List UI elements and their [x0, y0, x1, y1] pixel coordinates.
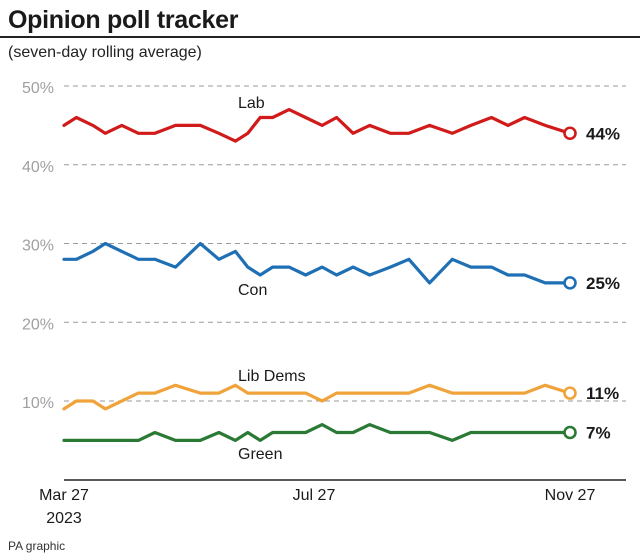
- series-line-green: [62, 423, 572, 442]
- y-tick-label: 40%: [22, 159, 54, 176]
- end-marker-lab: [563, 126, 577, 141]
- gridlines: [64, 85, 626, 402]
- y-tick-label: 20%: [22, 316, 54, 333]
- x-tick-label: Jul 27: [293, 487, 336, 504]
- end-marker-green: [563, 425, 577, 440]
- end-marker-lib-dems: [563, 386, 577, 400]
- series-line-lab: [62, 107, 572, 143]
- series-line-lib-dems: [62, 383, 572, 411]
- series-name-label: Green: [238, 446, 282, 463]
- series-lines: [62, 107, 577, 442]
- end-marker-con: [563, 276, 577, 290]
- series-labels: 44% Lab 25% Con 11% Lib Dems 7% Green: [238, 95, 620, 463]
- series-name-label: Lab: [238, 95, 265, 112]
- end-value-label: 11%: [586, 384, 619, 403]
- y-tick-label: 30%: [22, 238, 54, 255]
- end-value-label: 44%: [586, 124, 620, 143]
- y-tick-label: 50%: [22, 80, 54, 97]
- end-value-label: 7%: [586, 424, 611, 443]
- series-line-con: [62, 241, 572, 285]
- y-tick-label: 10%: [22, 395, 54, 412]
- end-value-label: 25%: [586, 274, 620, 293]
- title-divider: [0, 36, 640, 38]
- chart-subtitle: (seven-day rolling average): [8, 44, 202, 61]
- x-tick-label: Mar 27 2023: [39, 487, 89, 527]
- page-title: Opinion poll tracker: [8, 6, 239, 34]
- source-credit: PA graphic: [8, 539, 66, 553]
- x-tick-label: Nov 27: [545, 487, 596, 504]
- series-name-label: Con: [238, 282, 267, 299]
- series-name-label: Lib Dems: [238, 368, 306, 385]
- axis-labels: 50% 40% 30% 20% 10% Mar 27 2023 Jul 27 Nov 27: [22, 80, 626, 527]
